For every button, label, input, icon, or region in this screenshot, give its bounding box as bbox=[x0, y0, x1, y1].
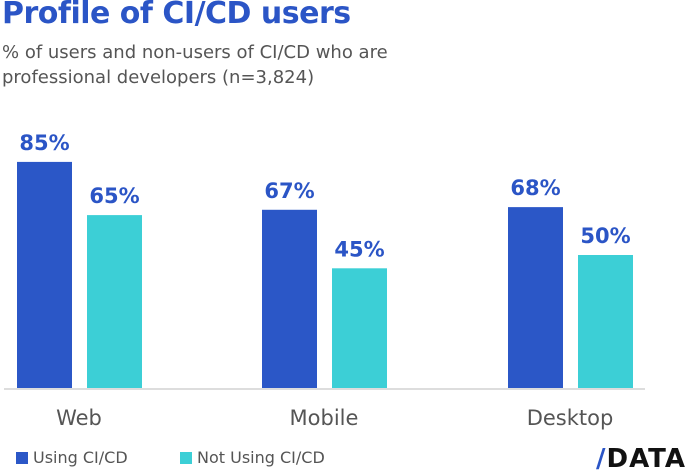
bar-web-1 bbox=[87, 215, 142, 388]
legend-item-using: Using CI/CD bbox=[16, 448, 128, 467]
bar-mobile-1 bbox=[332, 268, 387, 388]
bar-desktop-1 bbox=[578, 255, 633, 388]
data-label: 45% bbox=[334, 237, 384, 261]
chart-subtitle: % of users and non-users of CI/CD who ar… bbox=[2, 42, 388, 88]
bar-web-0 bbox=[17, 161, 72, 388]
legend-swatch bbox=[180, 451, 192, 464]
data-logo: /DATA bbox=[596, 444, 687, 474]
category-label: Mobile bbox=[290, 406, 359, 430]
legend-item-not-using: Not Using CI/CD bbox=[180, 448, 325, 467]
category-label: Web bbox=[56, 406, 102, 430]
data-label: 65% bbox=[89, 184, 139, 208]
data-label: 85% bbox=[19, 131, 69, 155]
bar-mobile-0 bbox=[262, 209, 317, 388]
legend-label: Not Using CI/CD bbox=[197, 448, 325, 467]
legend-label: Using CI/CD bbox=[33, 448, 128, 467]
data-label: 68% bbox=[510, 176, 560, 200]
chart-title: Profile of CI/CD users bbox=[2, 0, 351, 31]
data-label: 67% bbox=[264, 179, 314, 203]
bar-chart: 85% 65% Web 67% 45% Mobile 68% 50% Desktop bbox=[4, 131, 645, 430]
bar-desktop-0 bbox=[508, 207, 563, 388]
data-label: 50% bbox=[580, 224, 630, 248]
legend-swatch bbox=[16, 451, 28, 464]
category-label: Desktop bbox=[527, 406, 614, 430]
